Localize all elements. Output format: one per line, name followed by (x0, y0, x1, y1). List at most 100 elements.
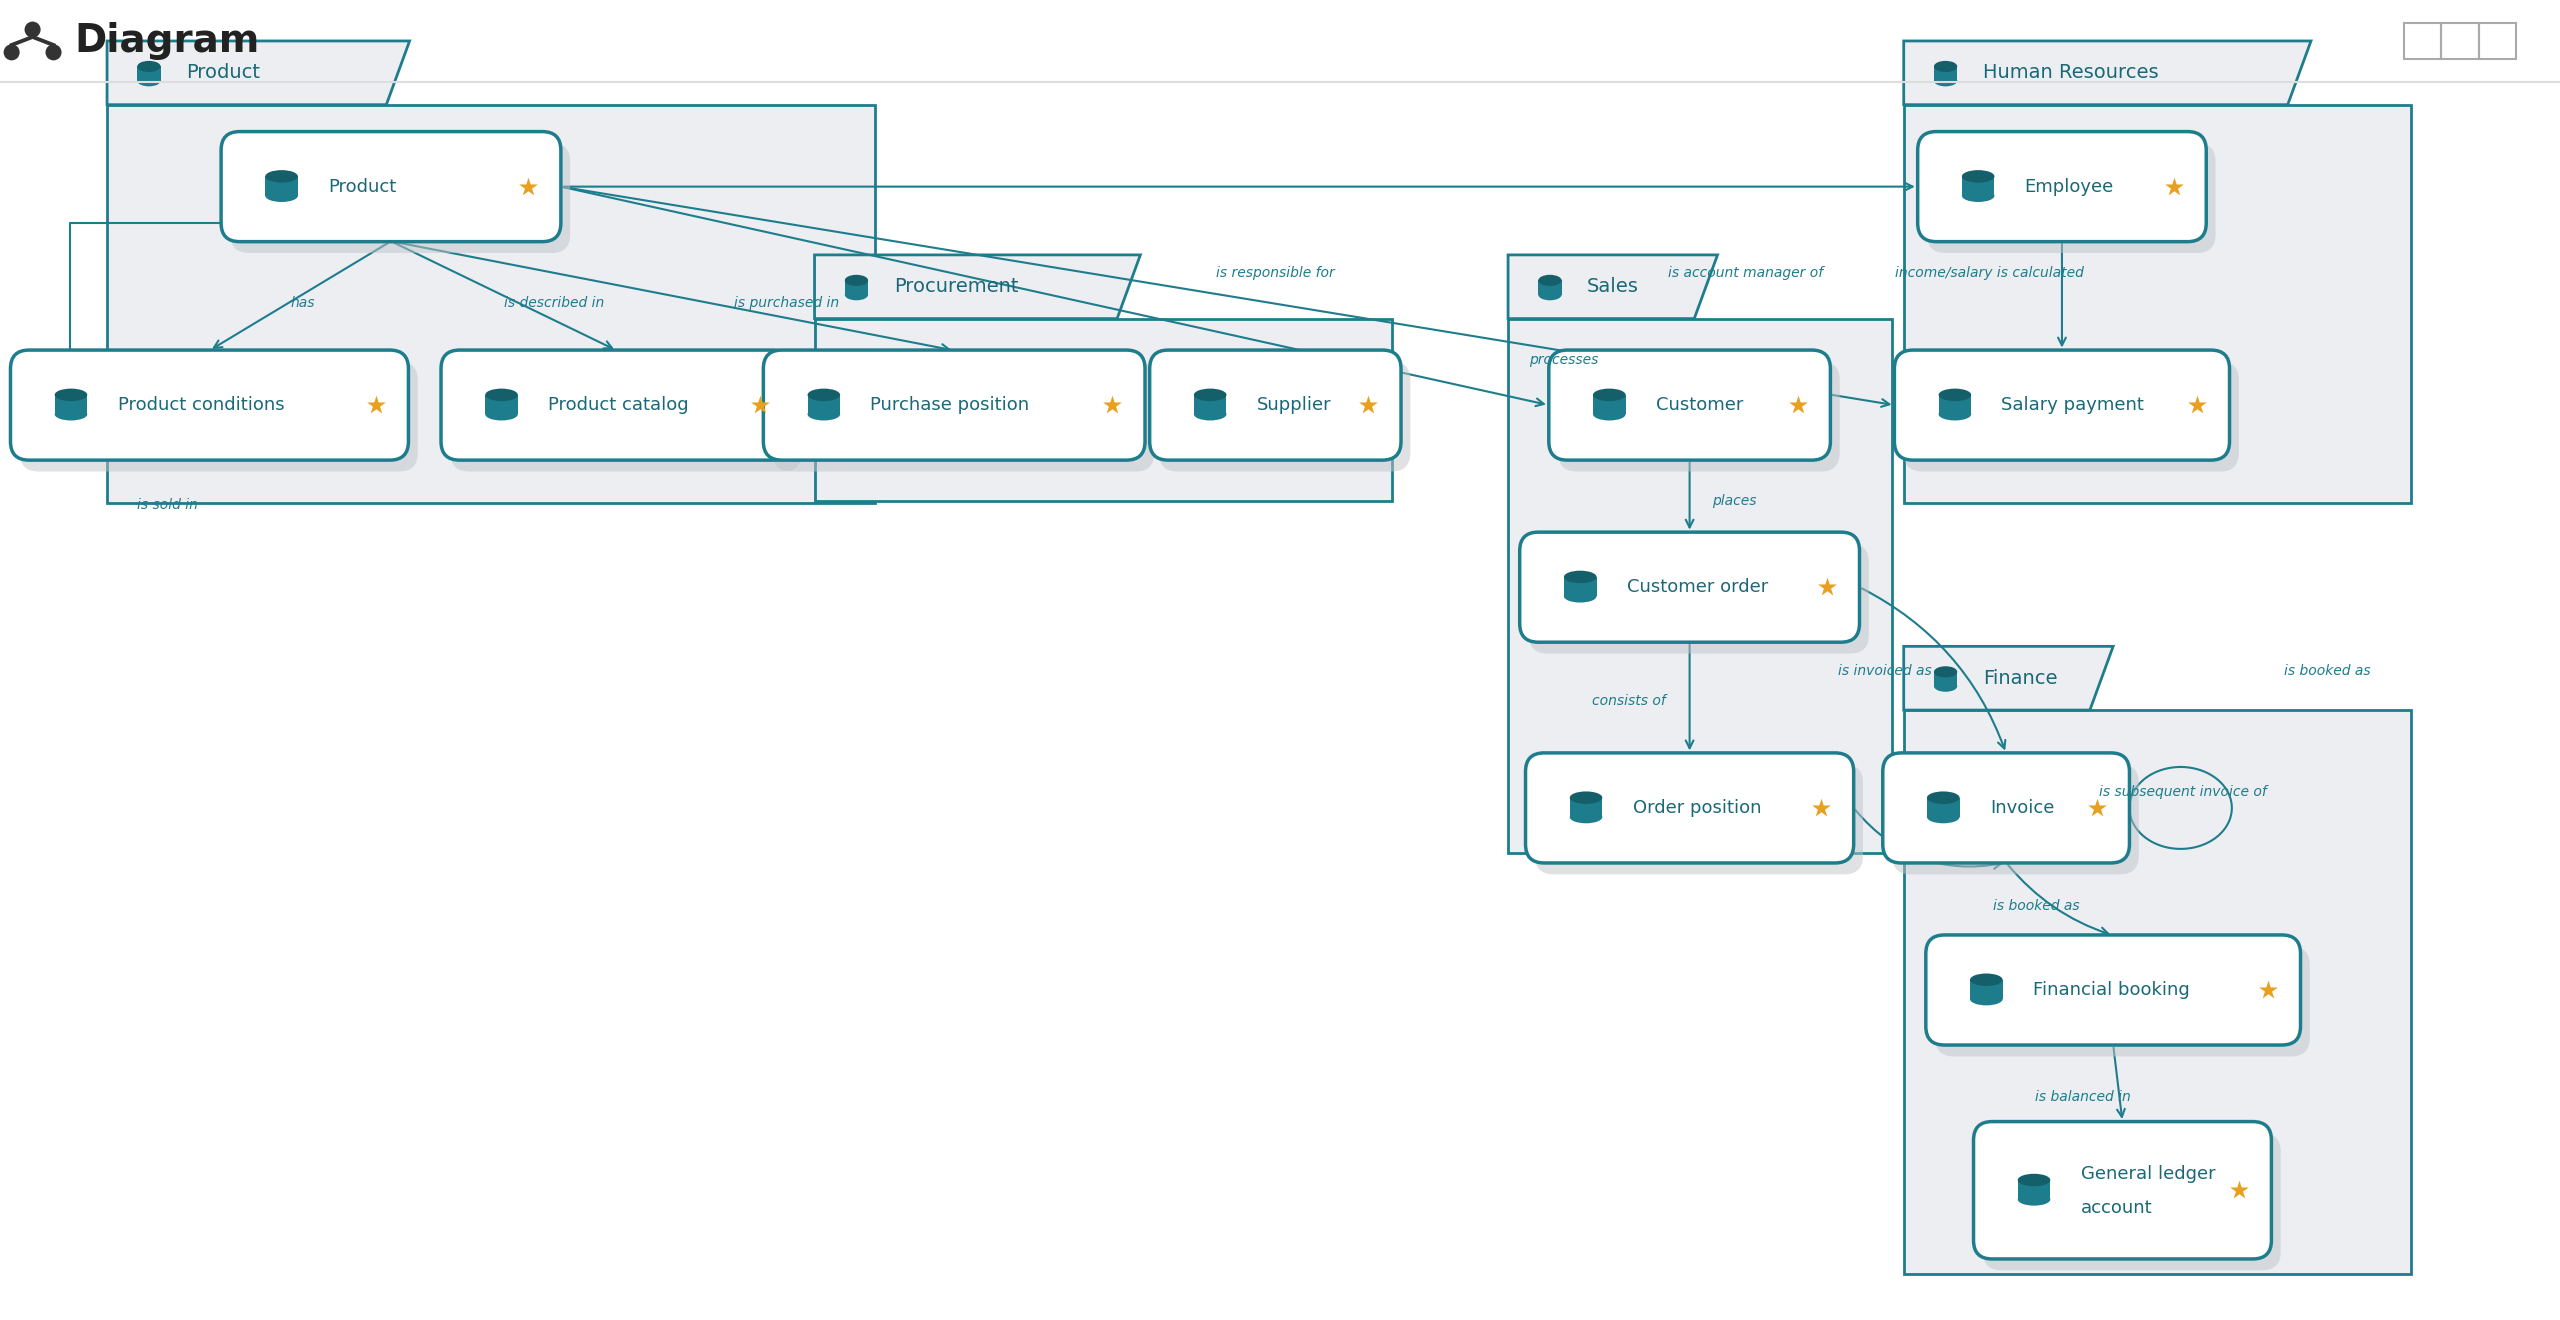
Text: Financial booking: Financial booking (2033, 981, 2189, 999)
Text: Sales: Sales (1587, 277, 1638, 296)
Bar (0, 0, 2560, 82)
FancyBboxPatch shape (1149, 350, 1400, 461)
Text: Order position: Order position (1633, 799, 1761, 817)
Text: is sold in: is sold in (138, 498, 197, 512)
FancyBboxPatch shape (1925, 935, 2301, 1045)
Text: is responsible for: is responsible for (1216, 267, 1334, 280)
Text: is booked as: is booked as (1994, 899, 2079, 913)
Polygon shape (108, 41, 410, 104)
Ellipse shape (486, 408, 517, 421)
FancyBboxPatch shape (763, 350, 1144, 461)
Point (1807, 577, 1848, 598)
Ellipse shape (806, 408, 840, 421)
Point (1093, 395, 1134, 416)
Text: is booked as: is booked as (2284, 664, 2371, 678)
Text: is subsequent invoice of: is subsequent invoice of (2099, 785, 2266, 799)
Text: income/salary is calculated: income/salary is calculated (1894, 267, 2084, 280)
Polygon shape (1905, 647, 2112, 710)
FancyBboxPatch shape (1526, 752, 1853, 863)
Bar (1592, 395, 1626, 414)
Bar (54, 395, 87, 414)
Ellipse shape (1961, 190, 1994, 202)
Ellipse shape (1592, 388, 1626, 401)
Bar (1905, 104, 2412, 503)
Ellipse shape (1564, 570, 1597, 583)
Bar (1928, 797, 1958, 817)
Polygon shape (1905, 41, 2312, 104)
Text: is described in: is described in (504, 296, 604, 310)
Ellipse shape (2017, 1173, 2051, 1187)
Text: Purchase position: Purchase position (870, 396, 1029, 414)
Polygon shape (1508, 255, 1718, 318)
Ellipse shape (1971, 973, 2002, 986)
Bar (266, 177, 297, 195)
Ellipse shape (1933, 61, 1958, 73)
Bar (2442, 22, 2478, 59)
Ellipse shape (1569, 792, 1603, 804)
Circle shape (46, 45, 61, 59)
Bar (1933, 672, 1958, 686)
Ellipse shape (1539, 275, 1562, 286)
Point (356, 395, 397, 416)
Ellipse shape (1933, 681, 1958, 692)
Text: Product: Product (328, 178, 397, 195)
FancyBboxPatch shape (1528, 544, 1869, 653)
Point (1349, 395, 1390, 416)
Ellipse shape (138, 75, 161, 86)
Ellipse shape (1928, 810, 1958, 824)
Text: account: account (2081, 1200, 2153, 1217)
FancyBboxPatch shape (1928, 143, 2214, 253)
Polygon shape (814, 255, 1139, 318)
Bar (1508, 318, 1892, 854)
Ellipse shape (1938, 388, 1971, 401)
Bar (2017, 1180, 2051, 1200)
FancyBboxPatch shape (220, 132, 561, 242)
FancyBboxPatch shape (1905, 362, 2240, 471)
Bar (806, 395, 840, 414)
Text: is account manager of: is account manager of (1669, 267, 1823, 280)
Bar (2404, 22, 2442, 59)
Point (740, 395, 781, 416)
FancyBboxPatch shape (1559, 362, 1841, 471)
Bar (845, 280, 868, 294)
Text: is invoiced as: is invoiced as (1838, 664, 1933, 678)
Point (2220, 1180, 2260, 1201)
Ellipse shape (266, 190, 297, 202)
Ellipse shape (1971, 993, 2002, 1006)
FancyBboxPatch shape (20, 362, 417, 471)
Ellipse shape (1938, 408, 1971, 421)
Bar (1938, 395, 1971, 414)
Ellipse shape (1592, 408, 1626, 421)
Ellipse shape (54, 388, 87, 401)
Bar (138, 66, 161, 81)
Text: Product catalog: Product catalog (548, 396, 689, 414)
Bar (486, 395, 517, 414)
Text: Product: Product (187, 63, 261, 82)
Text: Procurement: Procurement (893, 277, 1019, 296)
Text: Customer order: Customer order (1626, 578, 1769, 597)
Point (2176, 395, 2217, 416)
Text: processes: processes (1528, 352, 1597, 367)
Point (1777, 395, 1818, 416)
Ellipse shape (1564, 590, 1597, 602)
Ellipse shape (54, 408, 87, 421)
FancyBboxPatch shape (1935, 946, 2309, 1056)
Text: Customer: Customer (1656, 396, 1743, 414)
Ellipse shape (845, 289, 868, 300)
Ellipse shape (1933, 75, 1958, 86)
FancyBboxPatch shape (1160, 362, 1411, 471)
Text: Invoice: Invoice (1989, 799, 2053, 817)
Text: has: has (289, 296, 315, 310)
Text: Supplier: Supplier (1257, 396, 1331, 414)
Bar (108, 104, 876, 503)
Text: General ledger: General ledger (2081, 1166, 2214, 1183)
Ellipse shape (486, 388, 517, 401)
Point (2248, 979, 2289, 1001)
Bar (814, 318, 1393, 500)
Text: Diagram: Diagram (74, 22, 261, 59)
Bar (1193, 395, 1226, 414)
Text: Product conditions: Product conditions (118, 396, 284, 414)
Bar (1971, 979, 2002, 999)
Ellipse shape (138, 61, 161, 73)
Text: Employee: Employee (2025, 178, 2115, 195)
